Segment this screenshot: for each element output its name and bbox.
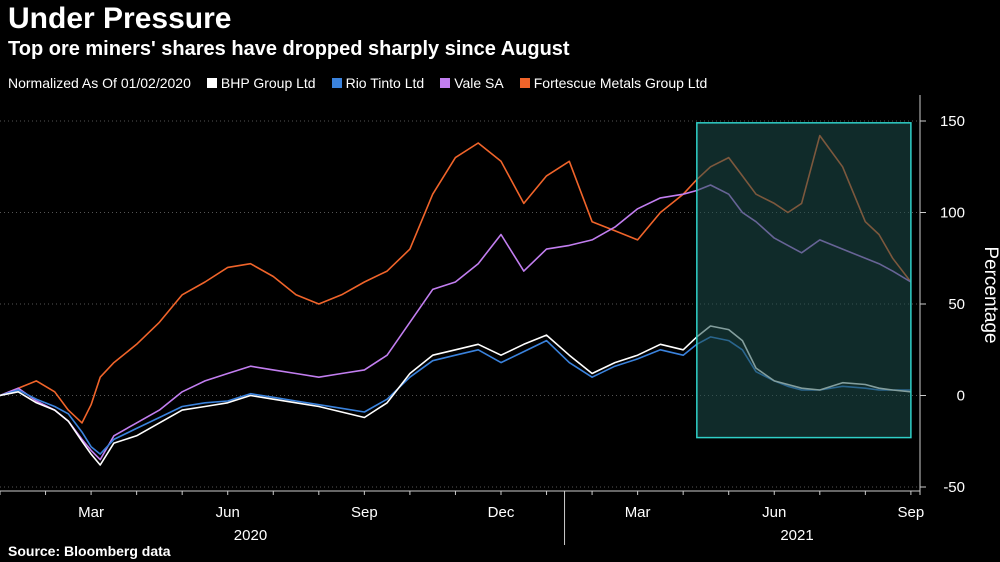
- legend-item-rio: Rio Tinto Ltd: [331, 75, 425, 91]
- x-tick-label: Sep: [898, 504, 925, 521]
- line-chart: -50 0 50 100 150 Mar Jun Sep Dec Mar Jun Sep 2020 202…: [0, 95, 1000, 545]
- legend: Normalized As Of 01/02/2020 BHP Group Lt…: [8, 75, 707, 91]
- x-year-label: 2021: [780, 527, 813, 544]
- y-tick-label: 100: [940, 205, 965, 222]
- x-tick-label: Mar: [625, 504, 651, 521]
- source-note: Source: Bloomberg data: [8, 543, 171, 559]
- legend-label-bhp: BHP Group Ltd: [220, 75, 316, 91]
- legend-label-rio: Rio Tinto Ltd: [345, 75, 425, 91]
- y-axis-label: Percentage: [980, 246, 1000, 343]
- x-year-label: 2020: [234, 527, 267, 544]
- legend-label-fortescue: Fortescue Metals Group Ltd: [533, 75, 708, 91]
- chart-title: Under Pressure: [8, 2, 232, 35]
- legend-item-fortescue: Fortescue Metals Group Ltd: [519, 75, 708, 91]
- y-tick-label: -50: [943, 479, 965, 496]
- y-tick-label: 50: [948, 296, 965, 313]
- legend-swatch-bhp: [206, 78, 217, 88]
- legend-item-bhp: BHP Group Ltd: [206, 75, 316, 91]
- highlight-region: [696, 122, 912, 439]
- x-tick-label: Mar: [78, 504, 104, 521]
- x-tick-label: Jun: [216, 504, 240, 521]
- legend-prefix: Normalized As Of 01/02/2020: [8, 75, 191, 91]
- chart-subtitle: Top ore miners' shares have dropped shar…: [8, 38, 570, 60]
- legend-swatch-fortescue: [519, 78, 530, 88]
- x-tick-label: Sep: [351, 504, 378, 521]
- y-tick-label: 0: [957, 388, 965, 405]
- legend-item-vale: Vale SA: [440, 75, 504, 91]
- legend-swatch-rio: [331, 78, 342, 88]
- x-tick-label: Dec: [488, 504, 515, 521]
- legend-swatch-vale: [440, 78, 451, 88]
- legend-label-vale: Vale SA: [454, 75, 504, 91]
- x-tick-label: Jun: [762, 504, 786, 521]
- y-tick-label: 150: [940, 113, 965, 130]
